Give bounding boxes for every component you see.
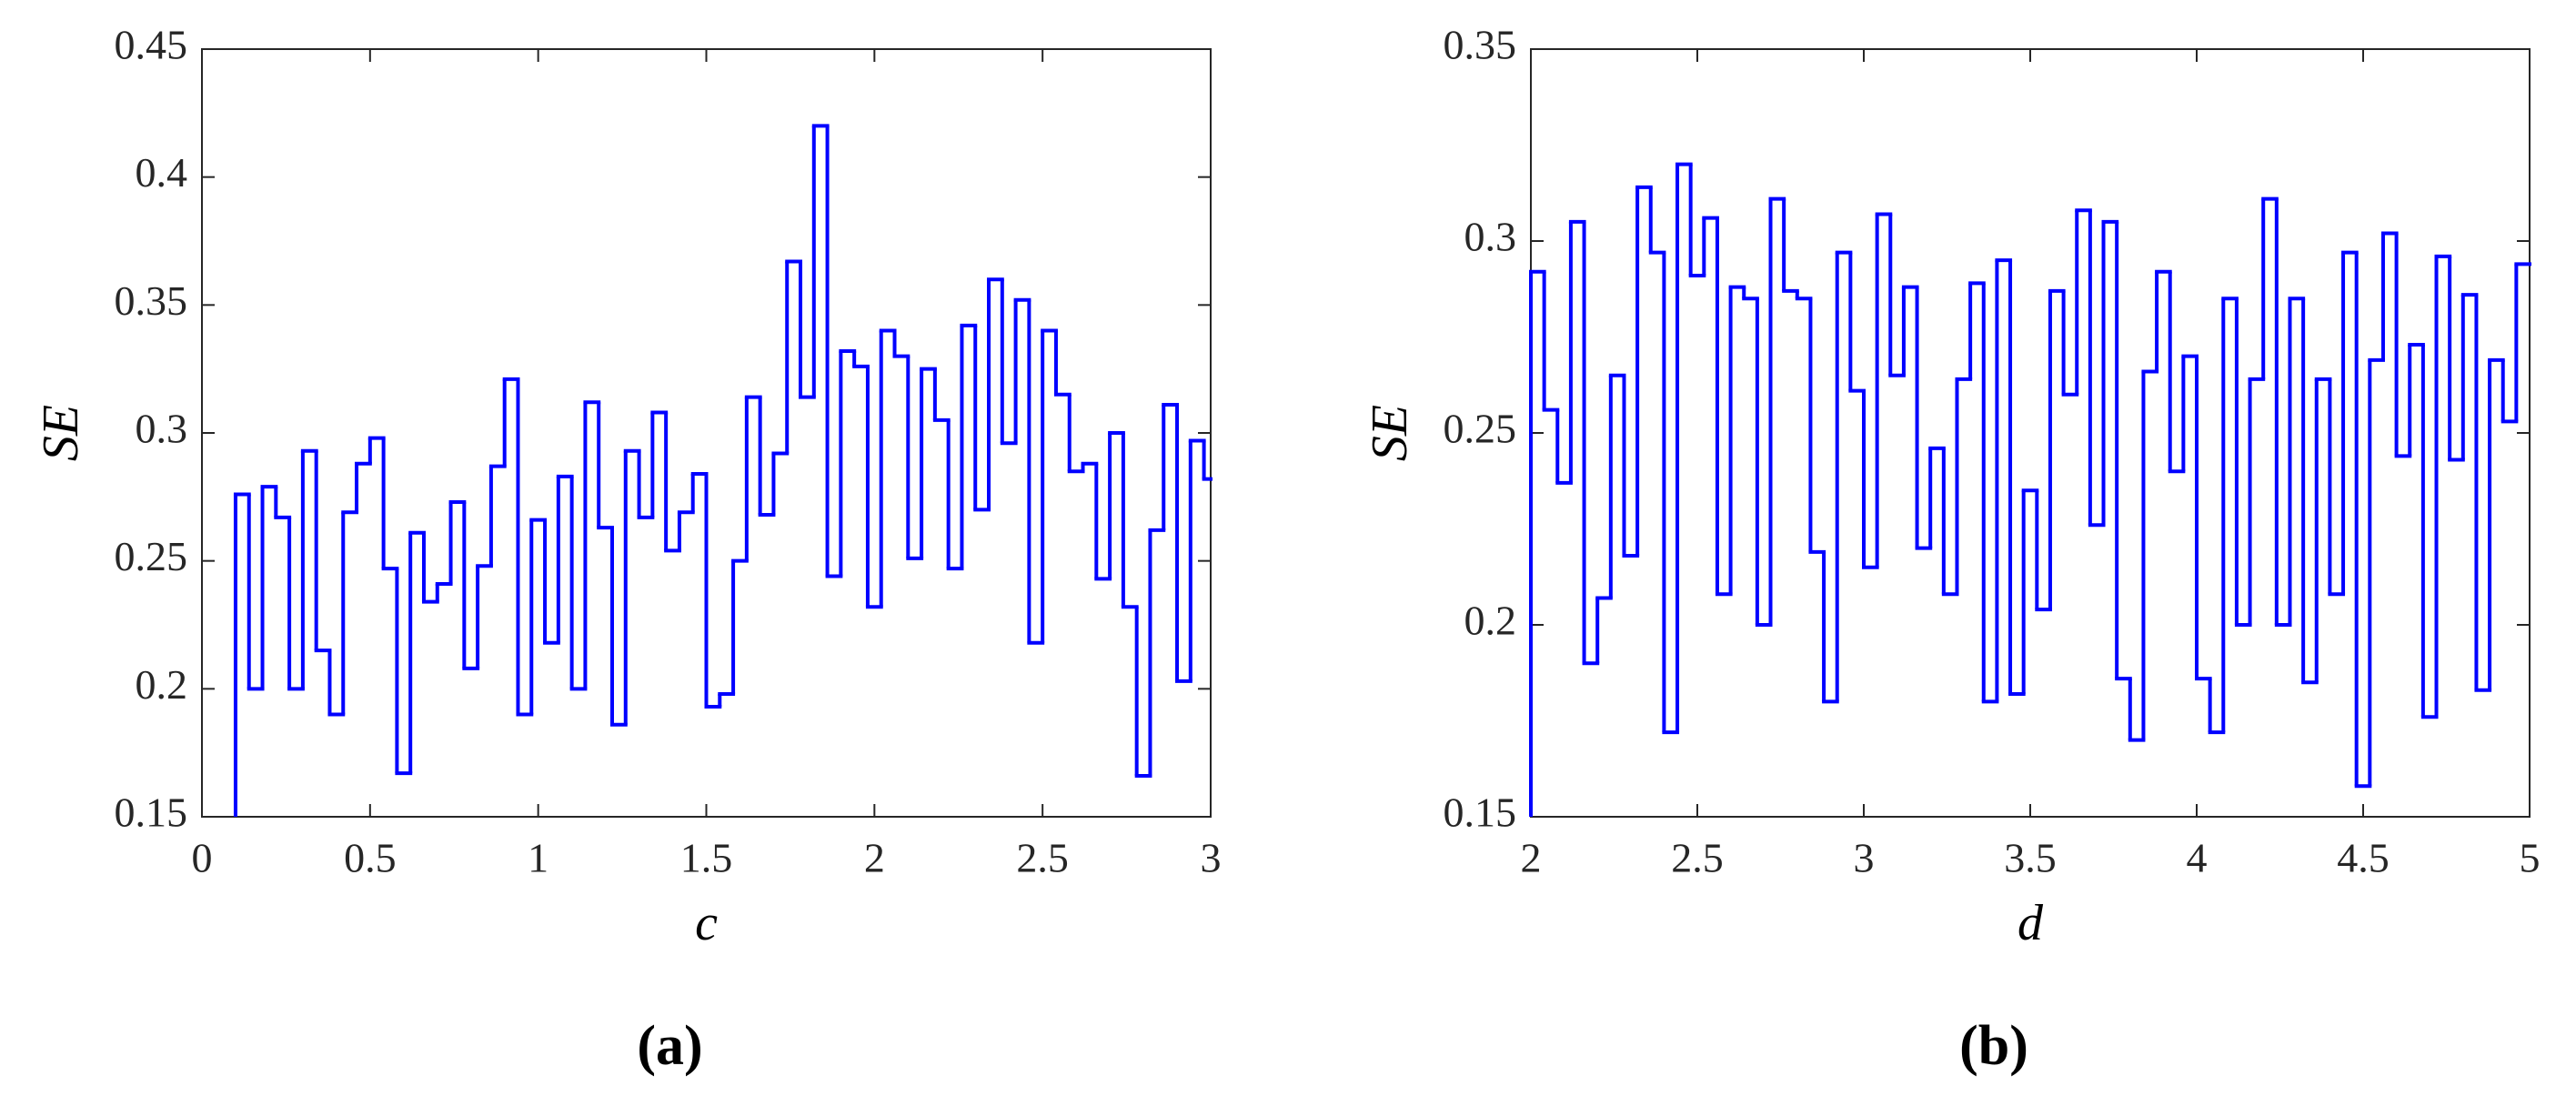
y-tick-label: 0.2 (1464, 598, 1517, 644)
step-riser (233, 126, 1206, 817)
x-tick-label: 2.5 (1016, 835, 1069, 881)
y-tick-label: 0.35 (115, 277, 188, 324)
y-tick-label: 0.45 (115, 22, 188, 68)
y-tick-label: 0.25 (1444, 406, 1517, 452)
x-tick-label: 3 (1854, 835, 1875, 881)
x-tick-label: 3.5 (2004, 835, 2057, 881)
panel-label: (a) (637, 1015, 702, 1077)
x-tick-label: 1.5 (680, 835, 733, 881)
x-tick-label: 2.5 (1671, 835, 1724, 881)
y-tick-label: 0.15 (1444, 789, 1517, 836)
x-tick-label: 0.5 (344, 835, 397, 881)
y-tick-label: 0.3 (1464, 214, 1517, 260)
x-tick-label: 1 (528, 835, 548, 881)
x-axis-label: c (695, 895, 718, 951)
x-tick-label: 2 (864, 835, 885, 881)
y-axis-label: SE (1362, 405, 1418, 461)
y-tick-label: 0.3 (136, 406, 188, 452)
panel-label: (b) (1959, 1015, 2028, 1077)
x-axis-label: d (2018, 895, 2044, 951)
y-tick-label: 0.2 (136, 661, 188, 708)
y-axis-label: SE (33, 405, 89, 461)
x-tick-label: 2 (1521, 835, 1542, 881)
y-tick-label: 0.25 (115, 533, 188, 579)
x-tick-label: 0 (192, 835, 213, 881)
x-tick-label: 3 (1201, 835, 1222, 881)
plot-area (1530, 48, 2531, 818)
x-tick-label: 5 (2520, 835, 2541, 881)
y-tick-label: 0.4 (136, 149, 188, 196)
y-tick-label: 0.15 (115, 789, 188, 836)
y-tick-label: 0.35 (1444, 22, 1517, 68)
x-tick-label: 4.5 (2337, 835, 2390, 881)
x-tick-label: 4 (2187, 835, 2208, 881)
step-riser (1529, 164, 2519, 817)
